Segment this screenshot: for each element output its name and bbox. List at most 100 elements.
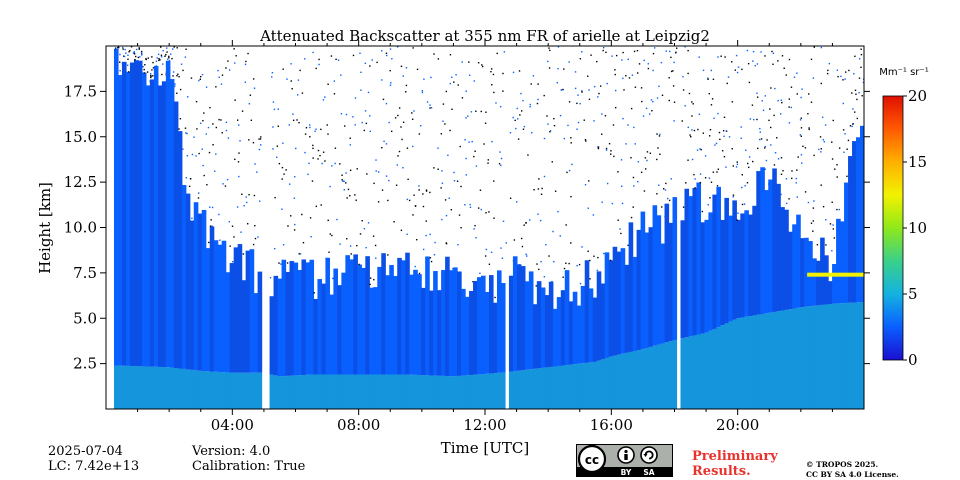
noise-speckle [762, 109, 765, 112]
noise-speckle [396, 164, 398, 166]
noise-speckle [186, 132, 188, 135]
noise-speckle [552, 230, 554, 233]
noise-speckle [320, 204, 322, 206]
boundary-layer-cell [520, 370, 526, 409]
aerosol-column-cell [117, 75, 123, 366]
noise-speckle [416, 68, 419, 71]
noise-speckle [214, 170, 216, 172]
noise-speckle [152, 75, 154, 77]
boundary-layer-cell [540, 367, 546, 409]
noise-speckle [716, 185, 719, 187]
noise-speckle [218, 76, 220, 78]
noise-speckle [782, 169, 784, 172]
noise-speckle [170, 53, 172, 55]
noise-speckle [810, 101, 813, 103]
noise-speckle [737, 212, 739, 214]
noise-speckle [601, 113, 603, 115]
aerosol-column-cell [832, 264, 837, 304]
noise-speckle [254, 163, 256, 165]
noise-speckle [723, 155, 726, 158]
aerosol-column-cell [149, 79, 155, 367]
colorbar [882, 95, 904, 361]
noise-speckle [744, 185, 746, 187]
noise-speckle [822, 139, 825, 141]
noise-speckle [743, 203, 746, 205]
noise-speckle [656, 158, 658, 161]
noise-speckle [185, 132, 187, 134]
noise-speckle [812, 220, 815, 222]
noise-speckle [114, 47, 117, 49]
noise-speckle [151, 69, 153, 71]
noise-speckle [317, 158, 319, 160]
noise-speckle [535, 285, 537, 287]
aerosol-column-cell [544, 295, 550, 368]
noise-speckle [391, 58, 393, 60]
noise-speckle [615, 54, 618, 57]
aerosol-column-cell [840, 221, 845, 304]
noise-speckle [808, 128, 810, 131]
noise-speckle [296, 94, 299, 96]
noise-speckle [429, 104, 431, 106]
aerosol-column-cell [373, 287, 378, 375]
boundary-layer-cell [564, 365, 570, 409]
noise-speckle [736, 219, 738, 221]
noise-speckle [704, 155, 707, 157]
noise-speckle [388, 121, 390, 124]
noise-speckle [307, 173, 309, 176]
noise-speckle [617, 219, 619, 221]
aerosol-column-cell [516, 264, 522, 371]
noise-speckle [269, 277, 272, 279]
noise-speckle [840, 75, 842, 78]
noise-speckle [437, 168, 439, 170]
footer-date: 2025-07-04 [48, 444, 123, 459]
boundary-layer-cell [201, 371, 207, 409]
noise-speckle [804, 147, 807, 149]
aerosol-column-cell [768, 179, 773, 313]
aerosol-column-cell [473, 281, 478, 375]
noise-speckle [309, 136, 311, 138]
boundary-layer-cell [465, 375, 470, 409]
noise-speckle [174, 83, 176, 85]
noise-speckle [529, 105, 531, 108]
noise-speckle [691, 115, 693, 117]
noise-speckle [768, 119, 770, 122]
aerosol-column-cell [397, 257, 402, 375]
noise-speckle [646, 159, 648, 162]
noise-speckle [587, 207, 589, 209]
noise-speckle [473, 155, 475, 158]
boundary-layer-cell [796, 307, 801, 409]
aerosol-column-cell [389, 265, 394, 375]
noise-speckle [740, 126, 742, 128]
aerosol-column-cell [381, 253, 386, 375]
aerosol-column-cell [437, 290, 442, 376]
noise-speckle [152, 61, 154, 64]
boundary-layer-cell [141, 366, 147, 409]
noise-speckle [151, 56, 153, 58]
aerosol-column-cell [377, 266, 382, 375]
noise-speckle [844, 78, 846, 80]
noise-speckle [548, 67, 551, 69]
aerosol-column-cell [289, 261, 295, 376]
noise-speckle [274, 247, 276, 250]
boundary-layer-cell [149, 366, 155, 409]
noise-speckle [134, 59, 136, 61]
noise-speckle [848, 69, 850, 72]
noise-speckle [512, 71, 515, 74]
noise-speckle [838, 208, 840, 211]
boundary-layer-cell [640, 349, 646, 409]
noise-speckle [853, 111, 856, 113]
noise-speckle [581, 91, 583, 93]
noise-speckle [709, 197, 711, 199]
noise-speckle [231, 225, 234, 227]
aerosol-column-cell [548, 281, 554, 367]
noise-speckle [596, 60, 598, 63]
aerosol-column-cell [449, 270, 454, 377]
noise-speckle [621, 185, 623, 187]
noise-speckle [581, 246, 583, 248]
noise-speckle [538, 178, 540, 180]
boundary-layer-cell [153, 366, 159, 409]
aerosol-column-cell [325, 257, 331, 375]
noise-speckle [135, 55, 137, 58]
noise-speckle [800, 117, 802, 119]
noise-speckle [670, 56, 672, 59]
